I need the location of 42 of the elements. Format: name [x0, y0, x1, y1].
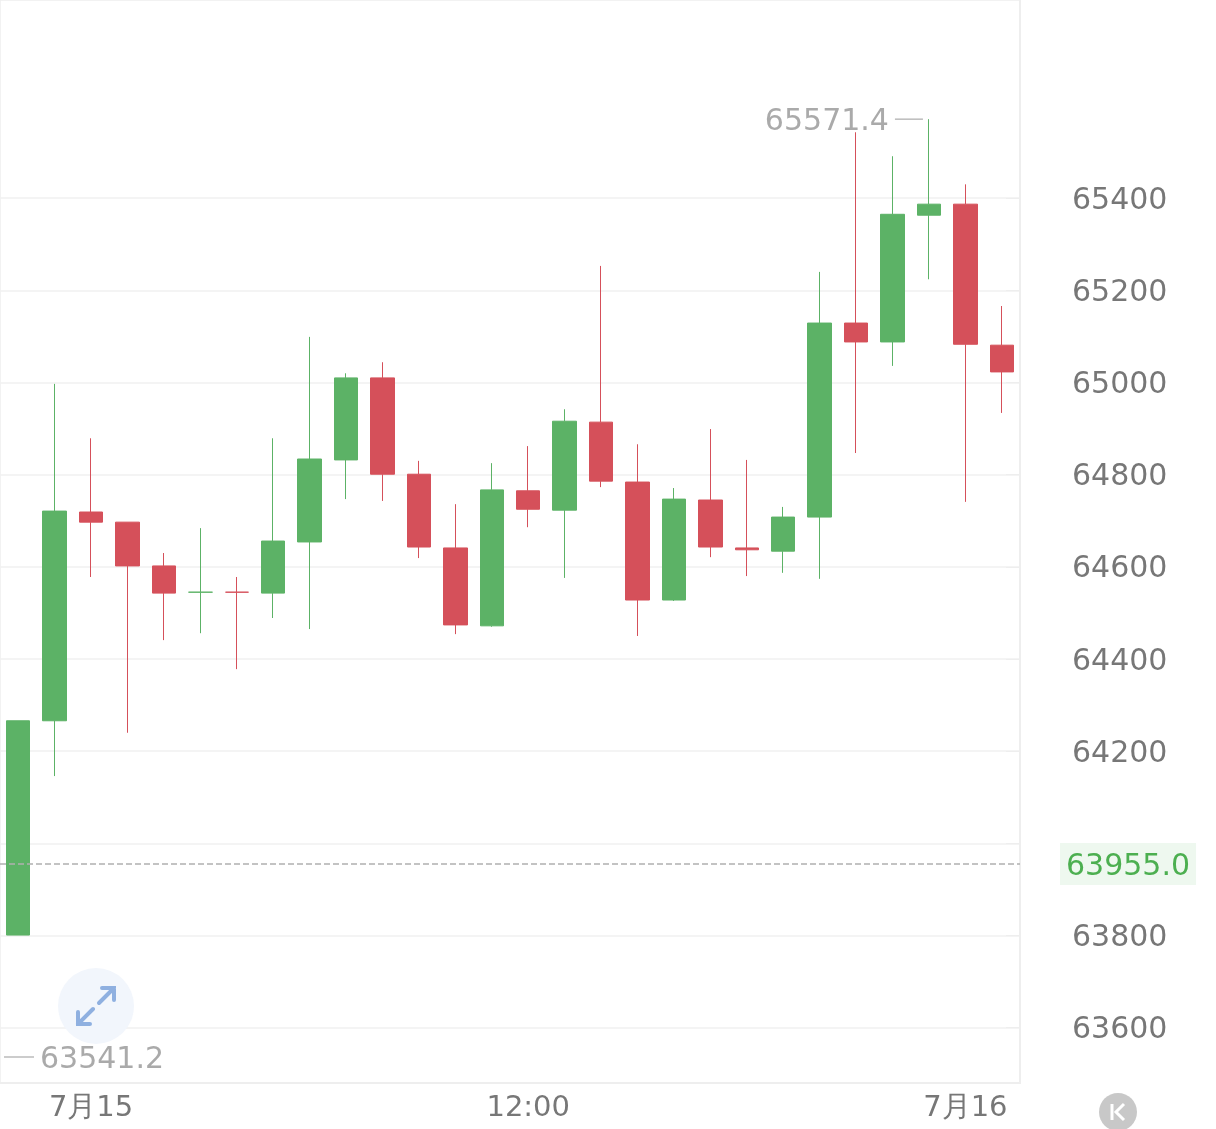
candlestick — [662, 487, 686, 602]
y-tick-label: 63600 — [1072, 1010, 1168, 1046]
candlestick — [152, 552, 176, 641]
candlestick — [552, 408, 577, 579]
candlestick — [844, 131, 868, 454]
y-tick-label: 65400 — [1072, 180, 1168, 216]
y-tick-label: 65000 — [1072, 365, 1168, 401]
candlestick — [735, 459, 759, 577]
candlestick — [917, 118, 941, 280]
candlestick — [334, 372, 358, 500]
candlestick — [407, 460, 431, 559]
candlestick — [297, 336, 322, 630]
candlestick — [79, 437, 103, 578]
candlestick — [225, 576, 249, 670]
y-tick-label: 64800 — [1072, 457, 1168, 493]
y-tick-label: 64600 — [1072, 549, 1168, 585]
candlestick — [42, 383, 67, 777]
y-tick-label: 65200 — [1072, 272, 1168, 308]
candlestick — [480, 462, 504, 628]
candlestick — [589, 265, 613, 488]
candlestick — [115, 521, 140, 734]
candlestick — [370, 361, 395, 502]
candlestick — [625, 443, 650, 637]
candlestick — [261, 437, 285, 619]
annotation: 65571.4 — [764, 101, 889, 137]
candlestick — [953, 183, 978, 503]
x-tick-label: 7月15 — [48, 1088, 134, 1123]
y-tick-label: 64200 — [1072, 733, 1168, 769]
x-tick-label: 7月16 — [923, 1088, 1008, 1123]
candlestick — [771, 506, 795, 574]
candlestick — [188, 527, 213, 634]
annotation: 63541.2 — [40, 1039, 165, 1075]
candlestick — [516, 445, 540, 528]
y-tick-label: 63800 — [1072, 918, 1168, 954]
candlestick — [807, 271, 832, 580]
candlestick — [6, 720, 30, 936]
ref-line-label: 63955.0 — [1066, 846, 1191, 882]
candlestick — [880, 155, 905, 367]
candlestick — [443, 503, 468, 635]
y-tick-label: 64400 — [1072, 641, 1168, 677]
x-tick-label: 12:00 — [486, 1088, 570, 1123]
candlestick — [698, 428, 723, 558]
